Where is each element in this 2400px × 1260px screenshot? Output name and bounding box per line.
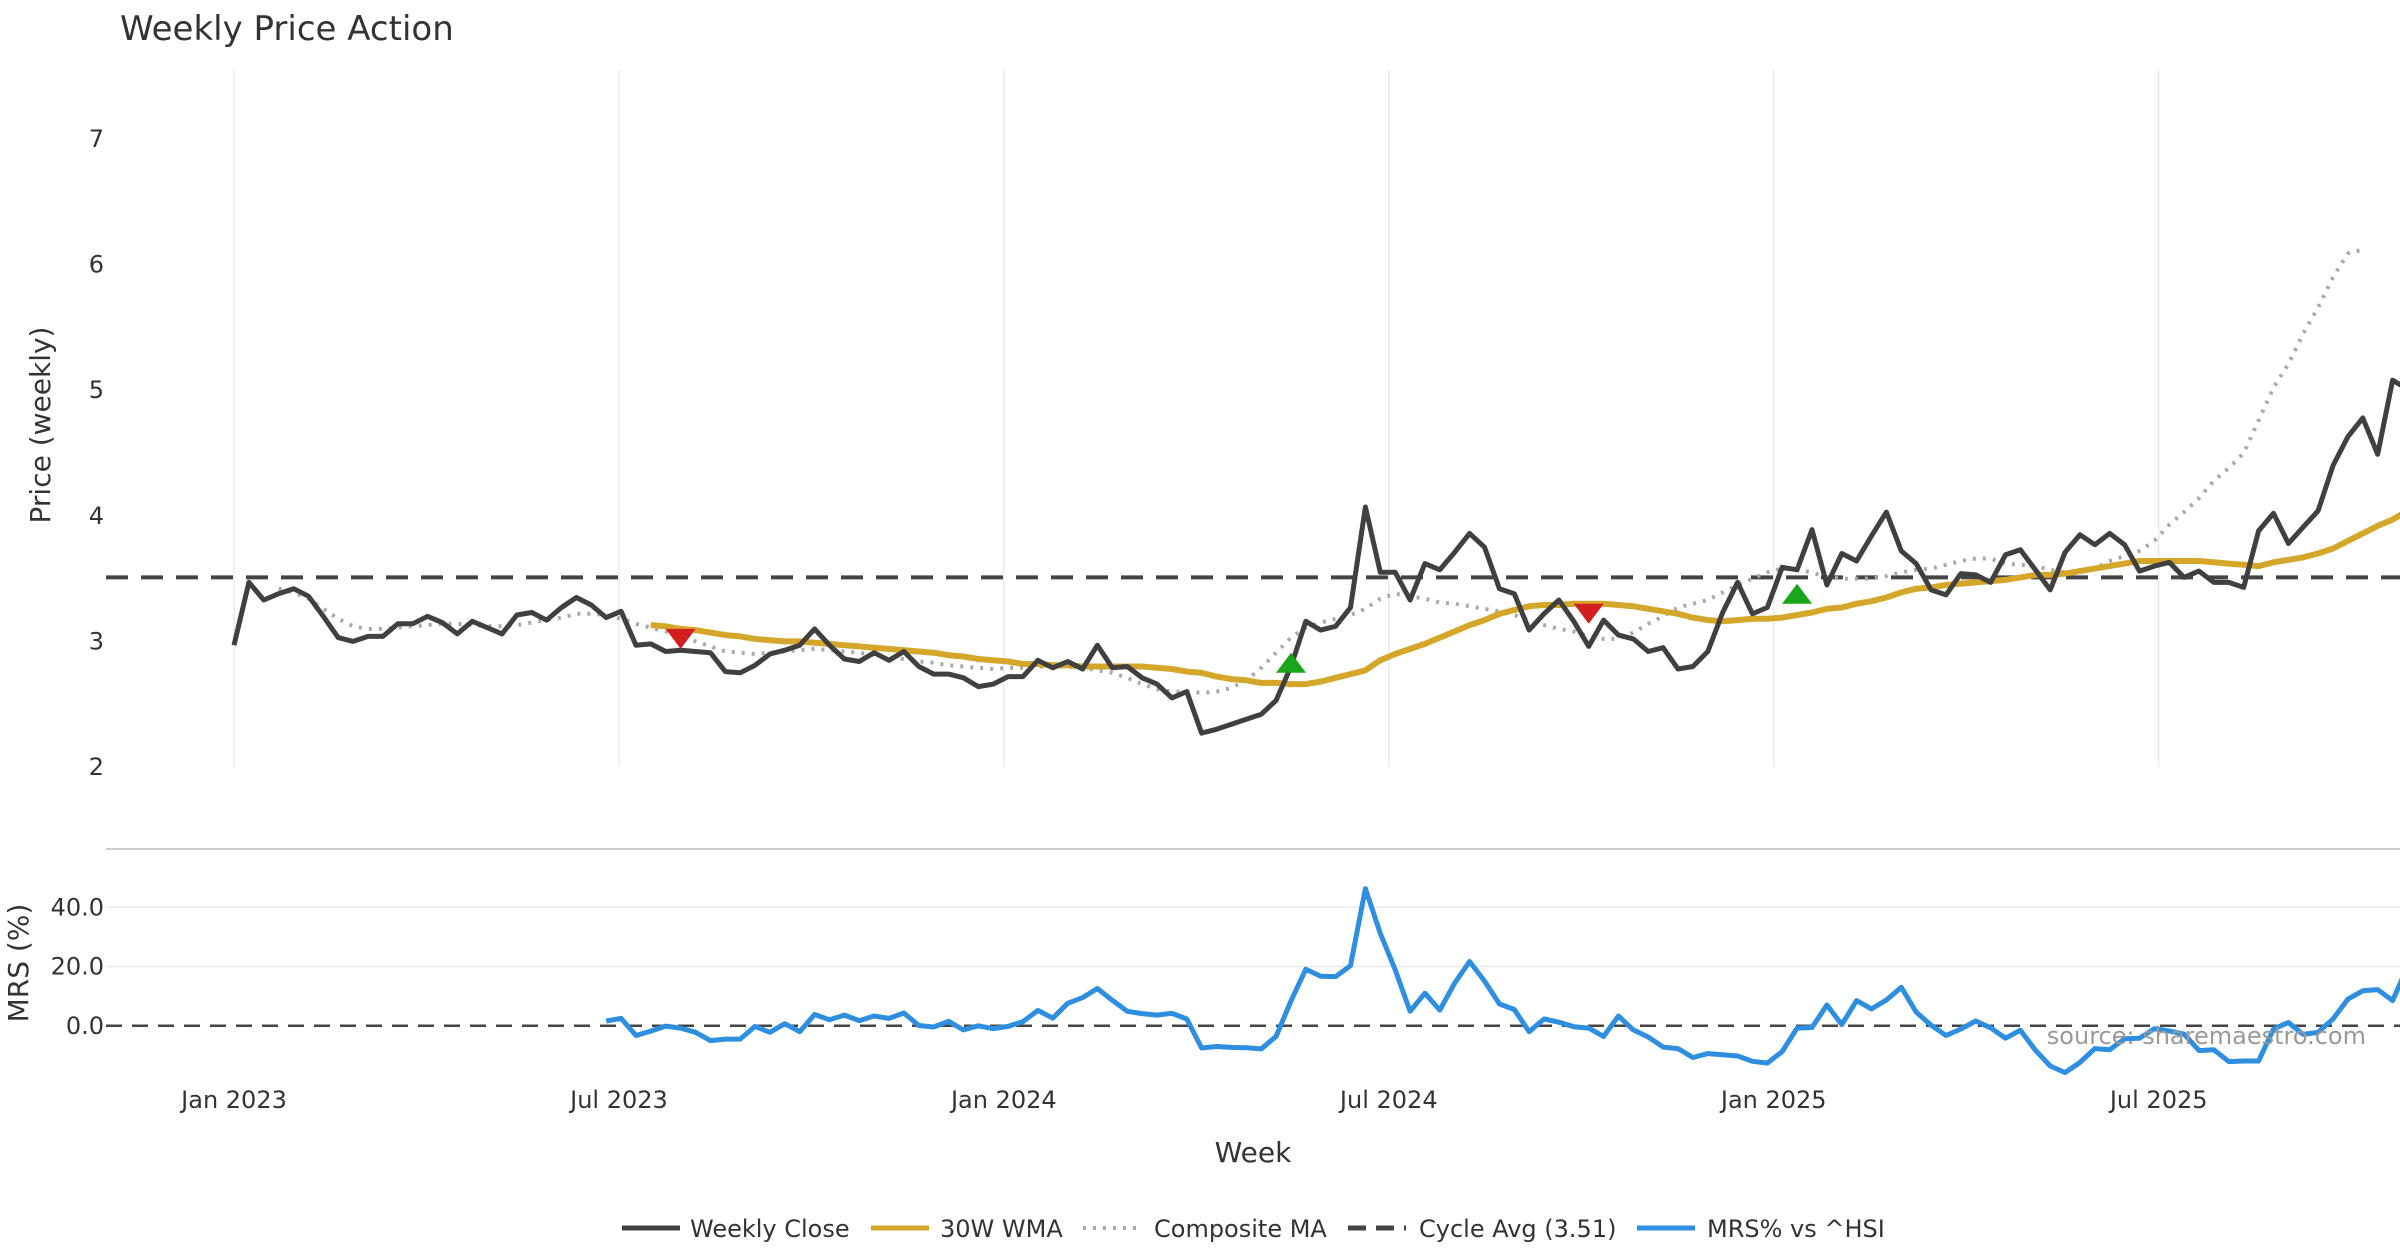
- legend-label: Composite MA: [1154, 1215, 1327, 1243]
- price-y-tick-label: 3: [89, 627, 104, 655]
- price-y-tick-label: 4: [89, 502, 104, 530]
- x-tick-label: Jan 2025: [1719, 1086, 1827, 1114]
- sell-signal-marker: [1573, 603, 1604, 624]
- x-tick-label: Jul 2023: [568, 1086, 668, 1114]
- mrs-y-axis-label: MRS (%): [2, 904, 35, 1023]
- buy-signal-marker: [1782, 583, 1813, 604]
- x-axis-ticks: Jan 2023 Jul 2023 Jan 2024 Jul 2024 Jan 2025…: [179, 1086, 2207, 1114]
- legend-label: MRS% vs ^HSI: [1707, 1215, 1885, 1243]
- price-panel: 2 3 4 5 6 7 Price (weekly): [24, 70, 2400, 781]
- buy-signal-marker: [1275, 652, 1306, 673]
- x-tick-label: Jan 2023: [179, 1086, 287, 1114]
- mrs-gridlines: [106, 906, 2400, 968]
- wma30-line: [650, 511, 2400, 688]
- mrs-panel: 0.0 20.0 40.0 MRS (%) source: sharemaestro…: [2, 886, 2400, 1076]
- chart-title: Weekly Price Action: [120, 9, 454, 49]
- price-y-tick-label: 6: [89, 251, 104, 279]
- x-tick-label: Jan 2024: [949, 1086, 1057, 1114]
- price-y-ticks: 2 3 4 5 6 7: [89, 125, 104, 781]
- weekly-close-line: [231, 377, 2400, 736]
- x-axis-label: Week: [1215, 1136, 1292, 1169]
- mrs-y-tick-label: 40.0: [51, 893, 104, 921]
- mrs-y-ticks: 0.0 20.0 40.0: [51, 893, 104, 1039]
- price-y-tick-label: 2: [89, 753, 104, 781]
- price-gridlines: [233, 70, 2160, 767]
- mrs-y-tick-label: 0.0: [66, 1012, 104, 1040]
- legend: Weekly Close 30W WMA Composite MA Cycle Avg…: [622, 1215, 1885, 1243]
- signal-markers: [665, 583, 1813, 673]
- legend-label: 30W WMA: [940, 1215, 1063, 1243]
- price-y-tick-label: 7: [89, 125, 104, 153]
- sell-signal-marker: [665, 628, 696, 649]
- mrs-line: [605, 886, 2400, 1076]
- x-tick-label: Jul 2024: [1338, 1086, 1438, 1114]
- x-tick-label: Jul 2025: [2108, 1086, 2208, 1114]
- legend-label: Cycle Avg (3.51): [1419, 1215, 1616, 1243]
- price-y-axis-label: Price (weekly): [24, 327, 57, 524]
- legend-label: Weekly Close: [690, 1215, 850, 1243]
- price-y-tick-label: 5: [89, 376, 104, 404]
- source-attribution: source: sharemaestro.com: [2047, 1022, 2366, 1050]
- mrs-y-tick-label: 20.0: [51, 953, 104, 981]
